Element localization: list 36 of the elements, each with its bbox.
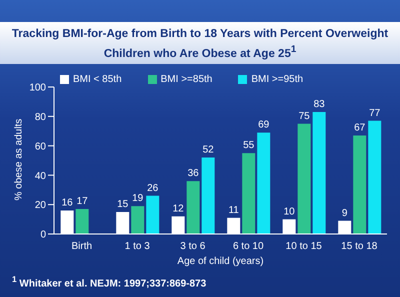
x-tick-label: 1 to 3 (124, 241, 150, 252)
data-label: 52 (202, 144, 214, 156)
y-axis-title: % obese as adults (14, 118, 25, 200)
data-label: 19 (132, 193, 144, 204)
data-label: 17 (76, 196, 88, 208)
data-label: 10 (284, 206, 296, 218)
legend-label: BMI >=95th (251, 74, 304, 85)
data-label: 26 (147, 182, 159, 194)
x-tick-label: 10 to 15 (286, 241, 322, 252)
data-label: 9 (342, 208, 348, 219)
x-tick-label: 3 to 6 (180, 241, 206, 252)
data-label: 75 (298, 110, 310, 122)
legend-label: BMI >=85th (160, 74, 212, 85)
x-tick-label: Birth (71, 241, 92, 252)
data-label: 67 (354, 122, 366, 134)
data-label: 12 (172, 203, 184, 214)
legend-label: BMI < 85th (73, 74, 122, 85)
y-tick-label: 40 (34, 170, 46, 182)
x-tick-label: 6 to 10 (232, 241, 264, 252)
data-label: 77 (369, 108, 381, 119)
text: $^{1}$ Whitaker et al. NEJM: 1997;337:869-873 (12, 274, 206, 290)
y-tick-label: 20 (34, 200, 46, 212)
data-label: 36 (188, 168, 200, 180)
data-label: 83 (314, 98, 326, 110)
y-tick-label: 80 (34, 112, 46, 123)
y-tick-label: 100 (29, 82, 46, 94)
data-label: 15 (117, 198, 129, 210)
x-axis-title: Age of child (years) (177, 256, 264, 267)
y-tick-label: 0 (40, 230, 46, 241)
data-label: 69 (258, 120, 270, 131)
data-label: 16 (62, 197, 74, 208)
x-tick-label: 15 to 18 (341, 241, 378, 252)
data-label: 11 (228, 204, 240, 216)
chart-title: Tracking BMI-for-Age from Birth to 18 Years with Percent Overweight Children who Are Obese at Age 25$^{1}$ (10, 27, 390, 62)
data-label: 55 (243, 140, 255, 152)
y-tick-label: 60 (34, 141, 46, 152)
